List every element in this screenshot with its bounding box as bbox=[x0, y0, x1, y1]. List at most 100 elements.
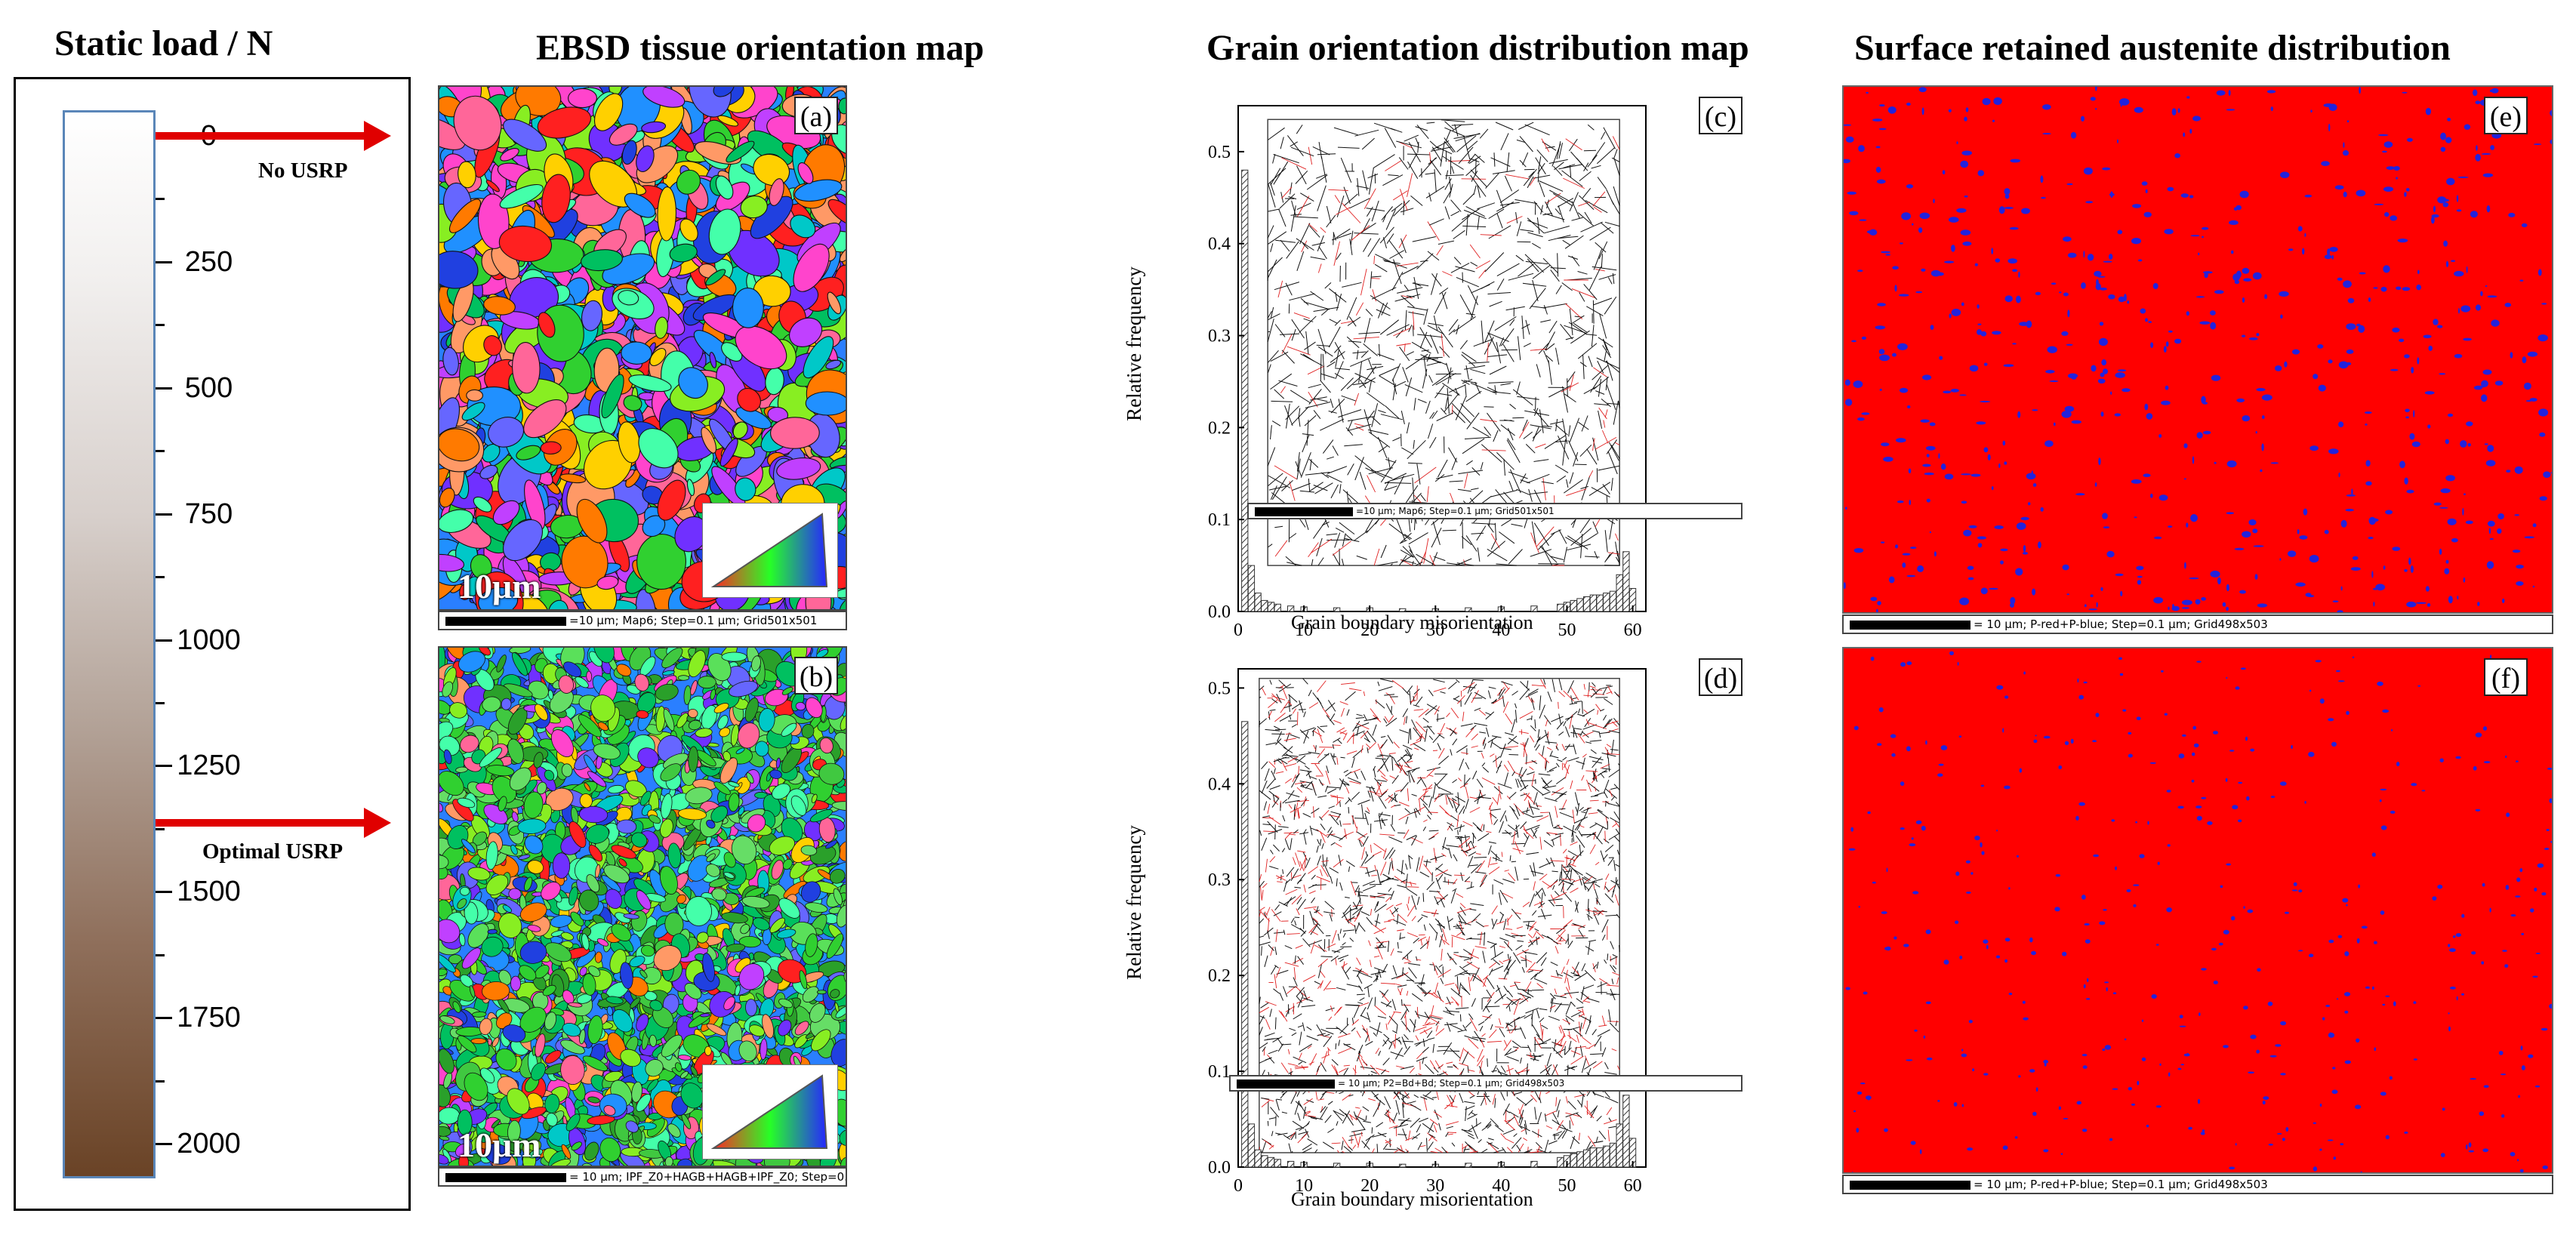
load-tick-label: 1750 bbox=[177, 1002, 241, 1034]
major-tick bbox=[156, 260, 172, 263]
grain-title: Grain orientation distribution map bbox=[1206, 28, 1749, 68]
caption-d: = 10 μm; P2=Bd+Bd; Step=0.1 μm; Grid498x… bbox=[1229, 1075, 1742, 1092]
caption-c: =10 μm; Map6; Step=0.1 μm; Grid501x501 bbox=[1247, 503, 1742, 519]
histogram-bar bbox=[1241, 721, 1249, 1168]
histogram-bar bbox=[1274, 1159, 1281, 1168]
x-tick-label: 50 bbox=[1558, 621, 1576, 640]
load-tick-label: 500 bbox=[184, 371, 233, 404]
panel-label-d: (d) bbox=[1699, 658, 1742, 696]
histogram-bar bbox=[1609, 590, 1617, 612]
ebsd-map-a bbox=[438, 85, 847, 611]
caption-f: = 10 μm; P-red+P-blue; Step=0.1 μm; Grid… bbox=[1842, 1175, 2553, 1194]
y-tick-label: 0.5 bbox=[1208, 679, 1231, 698]
histogram-bar bbox=[1530, 1160, 1538, 1168]
minor-tick bbox=[156, 450, 165, 453]
xlabel-d: Grain boundary misorientation bbox=[1291, 1188, 1533, 1210]
histogram-bar bbox=[1465, 1163, 1472, 1168]
histogram-bar bbox=[1576, 598, 1584, 612]
histogram-bar bbox=[1247, 1123, 1256, 1168]
static-load-title: Static load / N bbox=[54, 23, 273, 63]
load-tick-label: 1500 bbox=[177, 876, 241, 908]
austenite-dots-e bbox=[1844, 87, 2552, 612]
histogram-bar bbox=[1254, 593, 1262, 612]
load-gradient-bar bbox=[63, 110, 156, 1178]
minor-tick bbox=[156, 701, 165, 704]
ebsd-grain-mosaic-b bbox=[439, 648, 846, 1166]
histogram-c: 0.0 0.1 0.2 0.3 0.4 0.5 0 10 20 30 40 50 60 bbox=[1208, 105, 1647, 640]
histogram-bar bbox=[1530, 605, 1538, 612]
minor-tick bbox=[156, 1079, 165, 1083]
histogram-bar bbox=[1603, 593, 1610, 612]
x-tick-label: 0 bbox=[1234, 621, 1243, 640]
caption-b: = 10 μm; IPF_Z0+HAGB+HAGB+IPF_Z0; Step=0… bbox=[438, 1167, 847, 1187]
histogram-bar bbox=[1254, 1149, 1262, 1168]
histogram-bar bbox=[1616, 1123, 1623, 1168]
no-usrp-label: No USRP bbox=[258, 159, 348, 183]
austenite-title: Surface retained austenite distribution bbox=[1854, 28, 2451, 68]
minor-tick bbox=[156, 827, 165, 830]
major-tick bbox=[156, 765, 172, 768]
histogram-bar bbox=[1576, 1151, 1584, 1168]
major-tick bbox=[156, 639, 172, 642]
minor-tick bbox=[156, 324, 165, 327]
histogram-bar bbox=[1267, 1156, 1275, 1168]
histogram-bar bbox=[1399, 1163, 1407, 1168]
histogram-bar bbox=[1557, 1156, 1564, 1168]
panel-label-f: (f) bbox=[2484, 658, 2528, 696]
x-tick-label: 40 bbox=[1492, 1176, 1510, 1196]
panel-label-e: (e) bbox=[2484, 97, 2528, 134]
histogram-bar bbox=[1261, 599, 1268, 612]
histogram-bar bbox=[1616, 574, 1623, 612]
y-tick-label: 0.0 bbox=[1208, 1158, 1231, 1178]
panel-label-a: (a) bbox=[794, 97, 838, 134]
y-tick-label: 0.1 bbox=[1208, 510, 1231, 530]
plot-frame bbox=[1237, 668, 1647, 1168]
histogram-d: 0.0 0.1 0.2 0.3 0.4 0.5 0 10 20 30 40 50 60 bbox=[1208, 668, 1647, 1196]
y-tick-label: 0.2 bbox=[1208, 966, 1231, 986]
histogram-bar bbox=[1589, 1147, 1598, 1168]
panel-label-c: (c) bbox=[1699, 97, 1742, 134]
minor-tick bbox=[156, 576, 165, 579]
y-tick-label: 0.3 bbox=[1208, 870, 1231, 890]
x-tick-label: 0 bbox=[1234, 1176, 1243, 1196]
histogram-bar bbox=[1622, 551, 1630, 612]
panel-label-b: (b) bbox=[794, 657, 838, 694]
x-tick-label: 20 bbox=[1360, 1176, 1379, 1196]
y-tick-label: 0.4 bbox=[1208, 775, 1231, 794]
x-tick-label: 50 bbox=[1558, 1176, 1576, 1196]
ipf-key-b bbox=[702, 1064, 838, 1160]
ebsd-grain-mosaic-a bbox=[439, 87, 846, 609]
major-tick bbox=[156, 513, 172, 516]
histogram-bar bbox=[1261, 1155, 1268, 1168]
scale-text-a: 10μm bbox=[458, 567, 541, 605]
load-tick-label: 750 bbox=[184, 497, 233, 530]
minor-tick bbox=[156, 198, 165, 201]
caption-a: =10 μm; Map6; Step=0.1 μm; Grid501x501 bbox=[438, 611, 847, 630]
arrow-no-usrp bbox=[156, 121, 391, 151]
x-tick-label: 60 bbox=[1624, 1176, 1642, 1196]
minor-tick bbox=[156, 953, 165, 956]
x-tick-label: 20 bbox=[1360, 621, 1379, 640]
histogram-bar bbox=[1596, 594, 1604, 612]
histogram-bar bbox=[1274, 603, 1281, 612]
load-arrows bbox=[156, 121, 391, 838]
xlabel-c: Grain boundary misorientation bbox=[1291, 611, 1533, 633]
load-tick-label: 1250 bbox=[177, 750, 241, 782]
arrow-optimal-usrp bbox=[156, 808, 391, 838]
plot-frame bbox=[1237, 105, 1647, 612]
x-tick-label: 30 bbox=[1426, 621, 1444, 640]
ipf-key-a bbox=[702, 503, 838, 598]
ylabel-d: Relative frequency bbox=[1122, 825, 1145, 980]
y-tick-label: 0.5 bbox=[1208, 143, 1231, 162]
optimal-usrp-label: Optimal USRP bbox=[202, 839, 344, 864]
scale-text-b: 10μm bbox=[458, 1126, 541, 1164]
austenite-map-e bbox=[1842, 85, 2553, 614]
histogram-bar bbox=[1603, 1145, 1610, 1168]
boundary-map bbox=[1267, 119, 1620, 566]
histogram-bar bbox=[1589, 594, 1598, 612]
austenite-dots-f bbox=[1845, 651, 2552, 1172]
histogram-bar bbox=[1287, 1160, 1295, 1168]
major-tick bbox=[156, 1143, 172, 1145]
y-tick-label: 0.1 bbox=[1208, 1062, 1231, 1082]
histogram-bar bbox=[1465, 607, 1472, 612]
